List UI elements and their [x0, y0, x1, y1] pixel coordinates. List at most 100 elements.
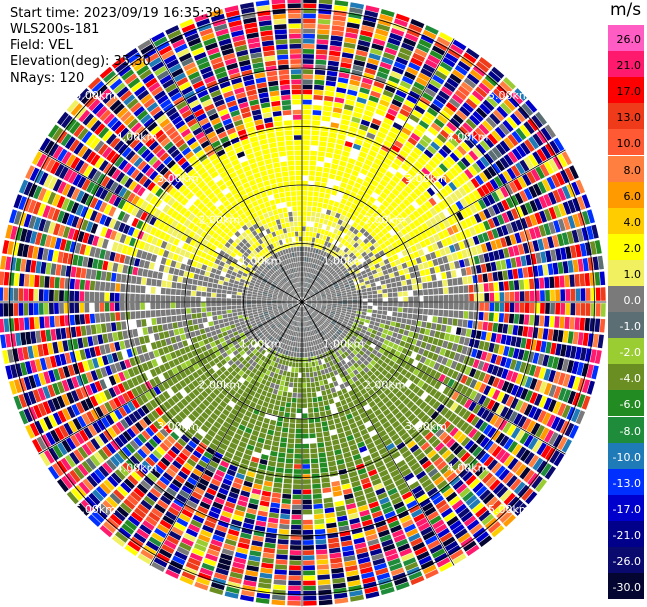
velocity-gate [312, 280, 316, 285]
velocity-gate [394, 338, 401, 345]
velocity-gate [420, 364, 428, 373]
velocity-gate [437, 339, 444, 347]
velocity-gate [268, 517, 279, 524]
velocity-gate [361, 25, 375, 33]
velocity-gate [417, 424, 427, 433]
velocity-gate [302, 443, 310, 449]
velocity-gate [555, 418, 566, 432]
velocity-gate [546, 414, 556, 428]
velocity-gate [455, 362, 463, 372]
velocity-gate [561, 404, 571, 419]
velocity-gate [356, 359, 363, 366]
velocity-gate [270, 502, 280, 509]
velocity-gate [207, 336, 214, 343]
velocity-gate [484, 74, 498, 87]
velocity-gate [318, 359, 322, 366]
velocity-gate [275, 564, 288, 570]
velocity-gate [310, 150, 318, 156]
velocity-gate [306, 303, 311, 306]
velocity-gate [490, 261, 497, 272]
velocity-gate [294, 347, 297, 352]
velocity-gate [404, 216, 412, 225]
velocity-gate [444, 263, 451, 271]
velocity-gate [304, 347, 307, 353]
velocity-gate [495, 355, 503, 366]
velocity-gate [297, 342, 300, 348]
velocity-gate [332, 251, 338, 257]
velocity-gate [579, 243, 587, 257]
velocity-gate [220, 327, 227, 333]
velocity-gate [335, 311, 341, 315]
velocity-gate [357, 292, 362, 296]
velocity-gate [373, 234, 381, 242]
velocity-gate [474, 127, 486, 139]
velocity-gate [356, 327, 362, 332]
velocity-gate [309, 433, 316, 439]
velocity-gate [383, 208, 391, 216]
velocity-gate [335, 212, 341, 219]
velocity-gate [306, 257, 309, 262]
velocity-gate [429, 103, 441, 113]
velocity-gate [427, 245, 434, 253]
velocity-gate [468, 443, 479, 454]
velocity-gate [320, 385, 326, 391]
velocity-gate [536, 460, 548, 474]
velocity-gate [475, 143, 487, 155]
velocity-gate [318, 223, 323, 229]
velocity-gate [518, 314, 525, 325]
velocity-gate [434, 331, 441, 339]
velocity-gate [545, 250, 552, 263]
velocity-gate [337, 279, 343, 284]
velocity-gate [315, 54, 327, 60]
velocity-gate [445, 358, 453, 368]
velocity-gate [356, 97, 367, 104]
velocity-gate [400, 368, 408, 376]
velocity-gate [434, 41, 448, 52]
velocity-gate [345, 335, 351, 340]
velocity-gate [305, 332, 308, 337]
velocity-gate [446, 195, 455, 205]
velocity-gate [293, 484, 302, 490]
velocity-gate [377, 223, 385, 231]
velocity-gate [340, 62, 352, 69]
velocity-gate [450, 44, 464, 55]
velocity-gate [482, 99, 495, 112]
velocity-gate [451, 252, 459, 261]
velocity-gate [362, 114, 372, 122]
velocity-gate [594, 318, 601, 332]
velocity-gate [392, 122, 403, 131]
velocity-gate [392, 387, 400, 395]
velocity-gate [323, 269, 328, 275]
velocity-gate [302, 84, 313, 90]
velocity-gate [311, 304, 317, 307]
velocity-gate [549, 316, 555, 328]
velocity-gate [524, 376, 533, 389]
velocity-gate [117, 331, 124, 341]
velocity-gate [439, 264, 446, 272]
velocity-gate [428, 288, 434, 295]
velocity-gate [302, 226, 306, 232]
velocity-gate [298, 362, 302, 368]
velocity-gate [314, 238, 319, 244]
velocity-gate [496, 84, 509, 97]
velocity-gate [489, 292, 495, 302]
velocity-gate [302, 372, 306, 378]
velocity-gate [514, 302, 520, 313]
velocity-gate [482, 321, 488, 331]
velocity-gate [544, 277, 550, 289]
velocity-gate [345, 223, 352, 230]
velocity-gate [523, 279, 530, 290]
velocity-gate [566, 360, 574, 373]
velocity-gate [506, 424, 517, 437]
velocity-gate [348, 269, 355, 274]
velocity-gate [321, 293, 326, 296]
velocity-gate [302, 206, 307, 211]
velocity-gate [303, 33, 315, 39]
velocity-gate [337, 236, 343, 243]
velocity-gate [215, 329, 222, 335]
velocity-gate [404, 371, 412, 379]
velocity-gate [535, 478, 547, 493]
velocity-gate [408, 382, 417, 391]
velocity-gate [320, 467, 329, 473]
velocity-gate [496, 201, 505, 213]
